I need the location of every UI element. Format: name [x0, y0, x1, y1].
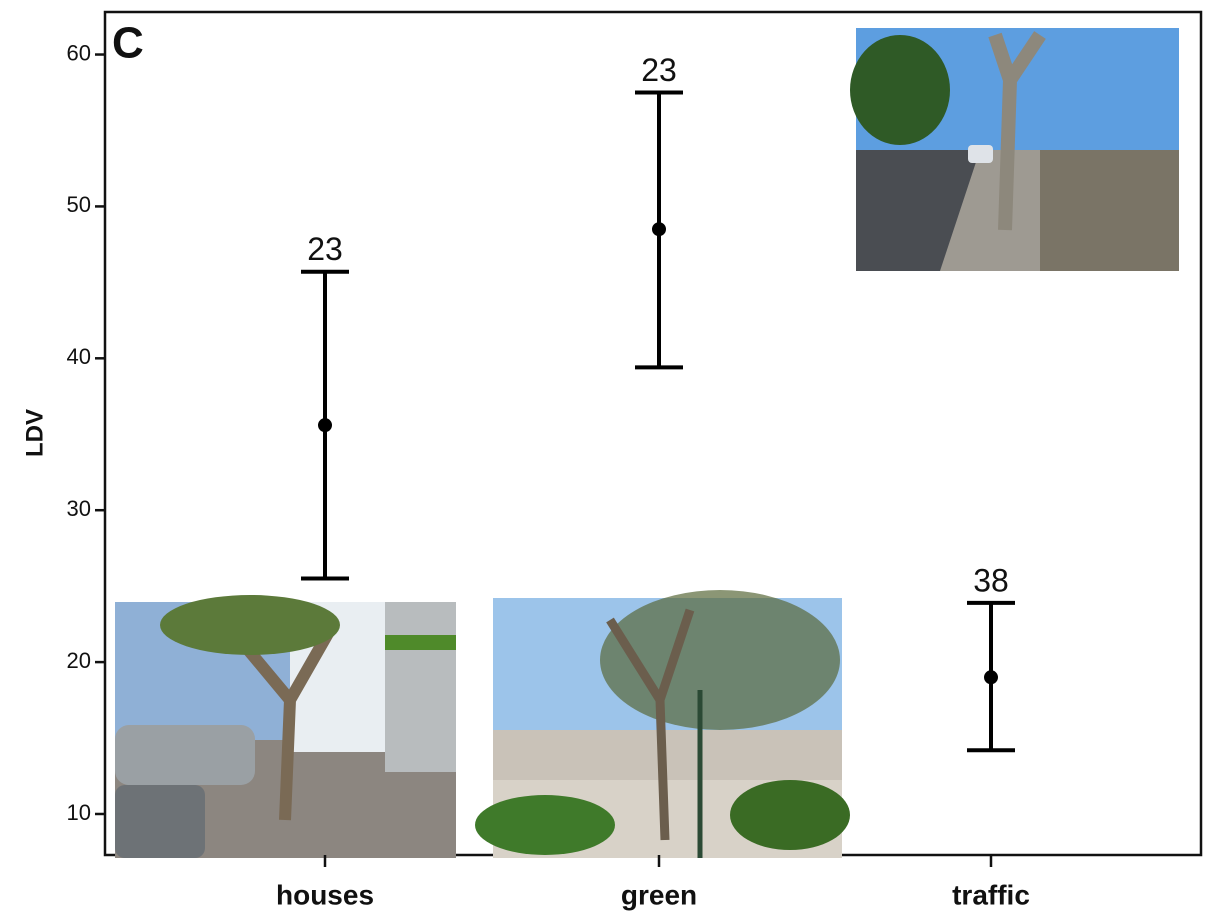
n-label: 23: [641, 52, 677, 88]
photo-green: [475, 590, 850, 858]
y-tick-label: 20: [67, 648, 91, 673]
y-tick-label: 30: [67, 496, 91, 521]
mean-point: [984, 670, 998, 685]
y-tick-label: 10: [67, 800, 91, 825]
y-axis-label: LDV: [21, 409, 48, 457]
n-label: 38: [973, 562, 1009, 598]
photo-houses: [115, 595, 456, 858]
photo-traffic: [850, 28, 1179, 271]
y-tick-label: 40: [67, 344, 91, 369]
x-tick-label: traffic: [952, 879, 1030, 910]
n-label: 23: [307, 231, 343, 267]
mean-point: [652, 222, 666, 237]
mean-point: [318, 418, 332, 433]
x-tick-label: houses: [276, 879, 374, 910]
x-tick-label: green: [621, 879, 697, 910]
panel-label: C: [112, 19, 144, 68]
y-tick-label: 50: [67, 192, 91, 217]
y-tick-label: 60: [67, 40, 91, 65]
